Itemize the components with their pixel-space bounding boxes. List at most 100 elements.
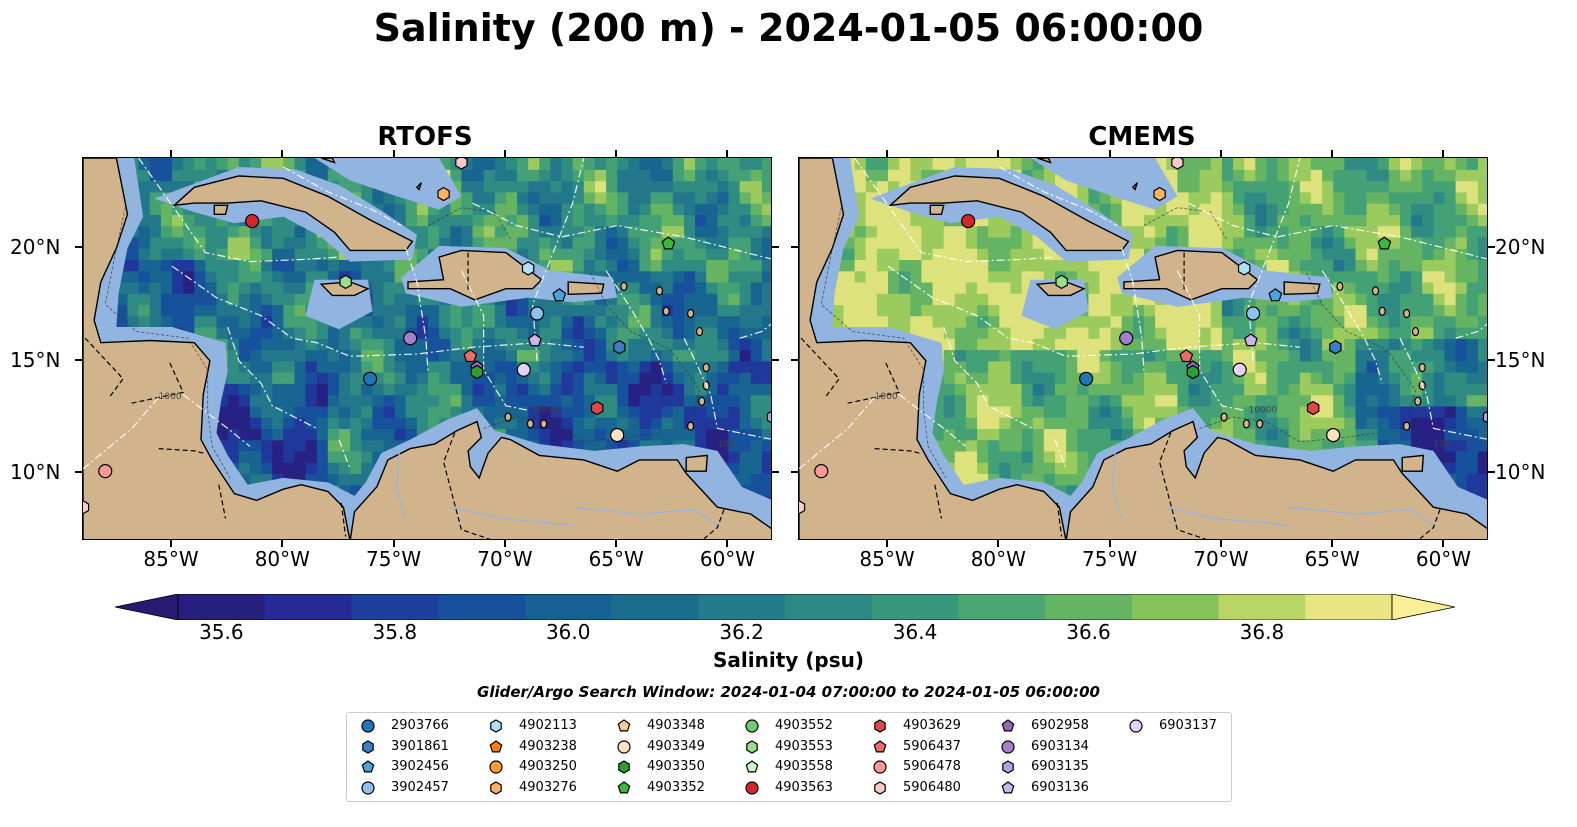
float-marker-5906480[interactable] bbox=[83, 500, 90, 515]
tick-mark bbox=[75, 358, 82, 361]
pentagon-marker-icon bbox=[745, 760, 759, 773]
float-marker-4903350[interactable] bbox=[1186, 364, 1200, 380]
float-marker-4903553[interactable] bbox=[1055, 274, 1068, 290]
float-marker-6903135[interactable] bbox=[766, 411, 772, 424]
contour-label: 100 bbox=[717, 439, 734, 449]
float-marker-5906480[interactable] bbox=[1171, 158, 1184, 170]
lon-tick-label: 75°W bbox=[1081, 547, 1138, 571]
float-marker-5906480[interactable] bbox=[799, 500, 806, 515]
bathymetry-contours: 1000 100 10000 bbox=[104, 207, 735, 479]
colorbar-tick-label: 35.8 bbox=[372, 620, 418, 644]
hexagon-marker-icon bbox=[490, 719, 502, 733]
colorbar-bin bbox=[611, 594, 699, 620]
float-marker-5906478[interactable] bbox=[814, 464, 829, 479]
tick-mark bbox=[772, 471, 779, 474]
tick-mark bbox=[392, 150, 395, 157]
float-marker-4903349[interactable] bbox=[610, 428, 625, 443]
float-markers[interactable] bbox=[799, 158, 1488, 515]
legend-label: 4903238 bbox=[519, 738, 577, 754]
float-marker-4903629[interactable] bbox=[590, 400, 604, 416]
float-marker-6903135[interactable] bbox=[1482, 411, 1488, 424]
map-panel-cmems[interactable]: 1000 100 10000 bbox=[798, 157, 1488, 540]
colorbar-tick-label: 36.6 bbox=[1066, 620, 1111, 644]
legend-label: 5906478 bbox=[903, 759, 961, 774]
float-marker-4903350[interactable] bbox=[470, 364, 484, 380]
lat-tick-label: 20°N bbox=[1495, 235, 1546, 260]
float-markers[interactable] bbox=[83, 158, 772, 515]
float-marker-5906480[interactable] bbox=[455, 158, 468, 170]
tick-mark bbox=[75, 471, 82, 474]
tick-mark bbox=[503, 150, 506, 157]
country-borders bbox=[84, 252, 725, 539]
float-marker-3901861[interactable] bbox=[613, 340, 626, 355]
tick-mark bbox=[886, 150, 889, 157]
float-marker-3901861[interactable] bbox=[1329, 340, 1342, 355]
legend-label: 2903766 bbox=[391, 718, 449, 733]
float-marker-3902457[interactable] bbox=[1245, 306, 1261, 321]
colorbar-extend-high bbox=[1391, 594, 1455, 620]
colorbar-bin bbox=[264, 594, 352, 620]
lon-tick-label: 70°W bbox=[1193, 547, 1249, 571]
float-marker-6903137[interactable] bbox=[516, 362, 531, 377]
map-panel-rtofs[interactable]: 1000 100 10000 bbox=[82, 157, 772, 540]
colorbar bbox=[115, 594, 1455, 620]
float-marker-2903766[interactable] bbox=[363, 371, 378, 386]
float-marker-5906478[interactable] bbox=[98, 464, 113, 479]
tick-mark bbox=[170, 150, 173, 157]
float-marker-4903563[interactable] bbox=[245, 213, 260, 229]
pentagon-marker-icon bbox=[361, 760, 375, 773]
legend-label: 4903552 bbox=[775, 718, 833, 733]
contour-label: 100 bbox=[1433, 439, 1450, 449]
hexagon-marker-icon bbox=[490, 780, 502, 795]
lon-tick-label: 65°W bbox=[1304, 547, 1360, 571]
tick-mark bbox=[997, 540, 1000, 547]
tick-mark bbox=[772, 358, 779, 361]
float-marker-4903352[interactable] bbox=[1377, 236, 1392, 250]
float-marker-6903136[interactable] bbox=[1243, 333, 1258, 347]
float-marker-6903136[interactable] bbox=[527, 333, 542, 347]
float-marker-4903352[interactable] bbox=[661, 236, 676, 250]
bathymetry-contours: 1000 100 10000 bbox=[820, 207, 1451, 479]
lat-tick-label: 15°N bbox=[1495, 347, 1546, 372]
tick-mark bbox=[1331, 150, 1334, 157]
hexagon-marker-icon bbox=[618, 760, 630, 774]
legend-label: 5906437 bbox=[903, 738, 961, 754]
tick-mark bbox=[615, 150, 618, 157]
float-marker-3902457[interactable] bbox=[529, 306, 545, 321]
colorbar-tick-label: 35.6 bbox=[199, 620, 244, 644]
colorbar-tick-label: 36.0 bbox=[545, 620, 591, 644]
legend-label: 4903348 bbox=[647, 718, 705, 733]
float-marker-6903134[interactable] bbox=[403, 331, 418, 346]
legend-label: 4902113 bbox=[519, 718, 577, 733]
panel-title-cmems: CMEMS bbox=[1088, 122, 1196, 152]
float-marker-4903629[interactable] bbox=[1306, 400, 1320, 416]
float-marker-4902113[interactable] bbox=[1237, 261, 1251, 276]
float-marker-6903134[interactable] bbox=[1119, 331, 1134, 346]
circle-marker-icon bbox=[1001, 739, 1015, 754]
float-marker-4903276[interactable] bbox=[1153, 186, 1166, 202]
float-marker-4902113[interactable] bbox=[521, 261, 535, 276]
float-marker-4903563[interactable] bbox=[961, 213, 976, 229]
float-marker-5906437[interactable] bbox=[1179, 349, 1194, 363]
float-marker-3902456[interactable] bbox=[552, 288, 567, 302]
tick-mark bbox=[726, 150, 729, 157]
legend-label: 4903350 bbox=[647, 759, 705, 774]
lon-tick-label: 80°W bbox=[254, 547, 310, 571]
float-marker-2903766[interactable] bbox=[1079, 371, 1094, 386]
legend-label: 3902456 bbox=[391, 759, 449, 774]
float-marker-6903137[interactable] bbox=[1232, 362, 1247, 377]
colorbar-bin bbox=[351, 594, 439, 620]
colorbar-tick-label: 36.2 bbox=[719, 620, 764, 644]
tick-mark bbox=[281, 540, 284, 547]
contour-label: 10000 bbox=[1249, 406, 1278, 416]
circle-marker-icon bbox=[489, 760, 503, 774]
float-marker-5906437[interactable] bbox=[463, 349, 478, 363]
eez-boundaries bbox=[83, 158, 771, 470]
legend-label: 4903276 bbox=[519, 779, 577, 795]
float-marker-3902456[interactable] bbox=[1268, 288, 1283, 302]
float-marker-4903553[interactable] bbox=[339, 274, 352, 290]
pentagon-marker-icon bbox=[1001, 780, 1015, 793]
float-marker-4903349[interactable] bbox=[1326, 428, 1341, 443]
float-marker-4903276[interactable] bbox=[437, 186, 450, 202]
circle-marker-icon bbox=[361, 719, 375, 733]
